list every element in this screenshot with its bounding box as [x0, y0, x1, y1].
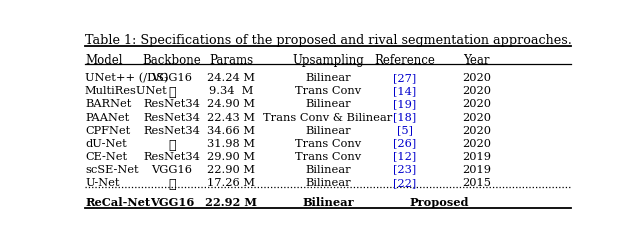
Text: CE-Net: CE-Net [85, 151, 127, 161]
Text: Bilinear: Bilinear [305, 73, 351, 83]
Text: [14]: [14] [393, 86, 417, 96]
Text: Bilinear: Bilinear [305, 125, 351, 135]
Text: VGG16: VGG16 [151, 164, 192, 174]
Text: U-Net: U-Net [85, 177, 120, 187]
Text: BARNet: BARNet [85, 99, 131, 109]
Text: 31.98 M: 31.98 M [207, 138, 255, 148]
Text: ResNet34: ResNet34 [143, 151, 200, 161]
Text: 2020: 2020 [462, 138, 492, 148]
Text: ReCal-Net: ReCal-Net [85, 197, 150, 207]
Text: Table 1: Specifications of the proposed and rival segmentation approaches.: Table 1: Specifications of the proposed … [84, 34, 572, 47]
Text: ✗: ✗ [168, 177, 175, 190]
Text: Trans Conv: Trans Conv [295, 138, 361, 148]
Text: Proposed: Proposed [410, 197, 469, 207]
Text: [18]: [18] [393, 112, 417, 122]
Text: [26]: [26] [393, 138, 417, 148]
Text: dU-Net: dU-Net [85, 138, 127, 148]
Text: Backbone: Backbone [142, 54, 201, 67]
Text: 29.90 M: 29.90 M [207, 151, 255, 161]
Text: PAANet: PAANet [85, 112, 129, 122]
Text: 34.66 M: 34.66 M [207, 125, 255, 135]
Text: 9.34  M: 9.34 M [209, 86, 253, 96]
Text: [23]: [23] [393, 164, 417, 174]
Text: Trans Conv: Trans Conv [295, 86, 361, 96]
Text: 24.90 M: 24.90 M [207, 99, 255, 109]
Text: 2020: 2020 [462, 125, 492, 135]
Text: VGG16: VGG16 [151, 73, 192, 83]
Text: ✗: ✗ [168, 138, 175, 151]
Text: 2020: 2020 [462, 73, 492, 83]
Text: Bilinear: Bilinear [302, 197, 354, 207]
Text: Upsampling: Upsampling [292, 54, 364, 67]
Text: Reference: Reference [374, 54, 435, 67]
Text: [5]: [5] [397, 125, 413, 135]
Text: 2020: 2020 [462, 86, 492, 96]
Text: 2020: 2020 [462, 99, 492, 109]
Text: ResNet34: ResNet34 [143, 125, 200, 135]
Text: CPFNet: CPFNet [85, 125, 130, 135]
Text: Bilinear: Bilinear [305, 99, 351, 109]
Text: 17.26 M: 17.26 M [207, 177, 255, 187]
Text: scSE-Net: scSE-Net [85, 164, 139, 174]
Text: Trans Conv: Trans Conv [295, 151, 361, 161]
Text: 2019: 2019 [462, 164, 492, 174]
Text: Bilinear: Bilinear [305, 177, 351, 187]
Text: UNet++ (/DS): UNet++ (/DS) [85, 73, 168, 83]
Text: 2019: 2019 [462, 151, 492, 161]
Text: Trans Conv & Bilinear: Trans Conv & Bilinear [264, 112, 392, 122]
Text: 2015: 2015 [462, 177, 492, 187]
Text: Bilinear: Bilinear [305, 164, 351, 174]
Text: ResNet34: ResNet34 [143, 99, 200, 109]
Text: [27]: [27] [393, 73, 417, 83]
Text: VGG16: VGG16 [150, 197, 194, 207]
Text: ✗: ✗ [168, 86, 175, 99]
Text: Year: Year [463, 54, 490, 67]
Text: 22.43 M: 22.43 M [207, 112, 255, 122]
Text: 22.92 M: 22.92 M [205, 197, 257, 207]
Text: ResNet34: ResNet34 [143, 112, 200, 122]
Text: 22.90 M: 22.90 M [207, 164, 255, 174]
Text: Model: Model [85, 54, 122, 67]
Text: [12]: [12] [393, 151, 417, 161]
Text: Params: Params [209, 54, 253, 67]
Text: 24.24 M: 24.24 M [207, 73, 255, 83]
Text: MultiResUNet: MultiResUNet [85, 86, 168, 96]
Text: [19]: [19] [393, 99, 417, 109]
Text: 2020: 2020 [462, 112, 492, 122]
Text: [22]: [22] [393, 177, 417, 187]
